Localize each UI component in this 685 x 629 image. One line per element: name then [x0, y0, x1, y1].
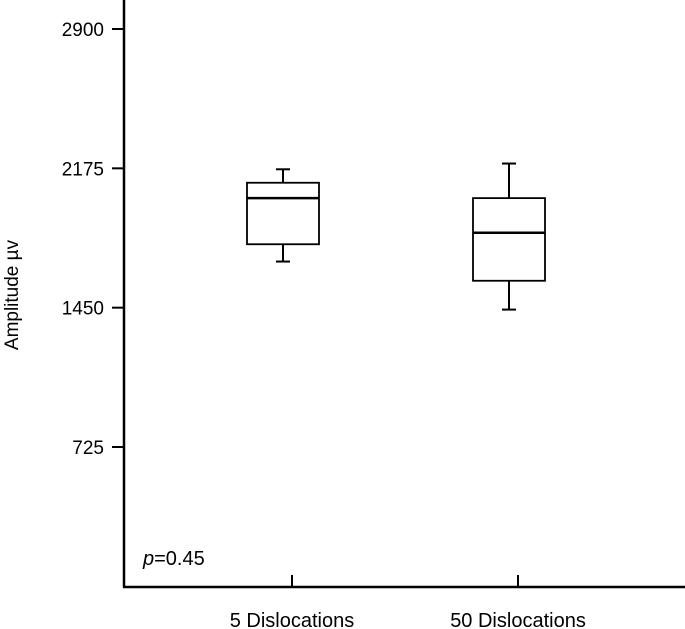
p-value-annotation: p=0.45	[142, 548, 205, 570]
x-labels: 5 Dislocations 50 Dislocations	[230, 575, 586, 629]
y-axis-title: Amplitude µv	[2, 239, 23, 350]
axes	[122, 0, 685, 589]
y-tick-label: 1450	[62, 299, 104, 320]
boxes	[246, 162, 546, 311]
iqr-box	[246, 181, 320, 246]
p-symbol: p	[142, 548, 154, 570]
y-tick-label: 725	[72, 438, 104, 459]
box-2	[472, 162, 546, 311]
y-ticks: 725 1450 2175 2900	[62, 20, 124, 459]
iqr-box	[472, 197, 546, 282]
x-tick-label: 50 Dislocations	[450, 610, 586, 629]
box-1	[246, 168, 320, 263]
y-tick-label: 2900	[62, 20, 104, 41]
p-value: =0.45	[154, 548, 205, 570]
x-tick-label: 5 Dislocations	[230, 610, 355, 629]
y-tick-label: 2175	[62, 159, 104, 180]
